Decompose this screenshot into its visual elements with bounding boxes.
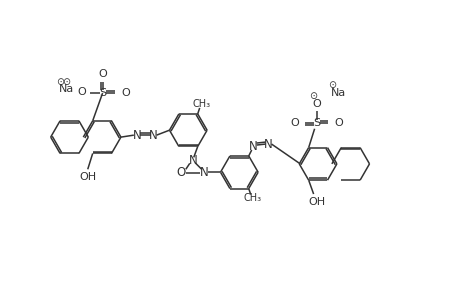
Text: CH₃: CH₃ xyxy=(192,99,210,109)
Text: O: O xyxy=(333,118,342,128)
Text: N: N xyxy=(149,129,157,142)
Text: OH: OH xyxy=(308,197,325,207)
Text: O: O xyxy=(312,99,320,109)
Text: N: N xyxy=(263,138,272,151)
Text: S: S xyxy=(313,118,319,128)
Text: S: S xyxy=(99,88,106,98)
Text: N: N xyxy=(249,140,257,152)
Text: ⊙: ⊙ xyxy=(62,77,70,87)
Text: ⊙: ⊙ xyxy=(309,91,317,101)
Text: N: N xyxy=(200,166,208,179)
Text: O: O xyxy=(77,87,86,97)
Text: ⊙: ⊙ xyxy=(328,80,336,90)
Text: O: O xyxy=(98,69,107,79)
Text: O: O xyxy=(176,166,185,179)
Text: Na: Na xyxy=(330,88,345,98)
Text: O: O xyxy=(121,88,129,98)
Text: Na: Na xyxy=(59,84,74,94)
Text: OH: OH xyxy=(79,172,96,182)
Text: N: N xyxy=(132,129,141,142)
Text: ⊙: ⊙ xyxy=(56,77,64,87)
Text: CH₃: CH₃ xyxy=(243,194,261,203)
Text: N: N xyxy=(188,154,197,167)
Text: O: O xyxy=(290,118,298,128)
